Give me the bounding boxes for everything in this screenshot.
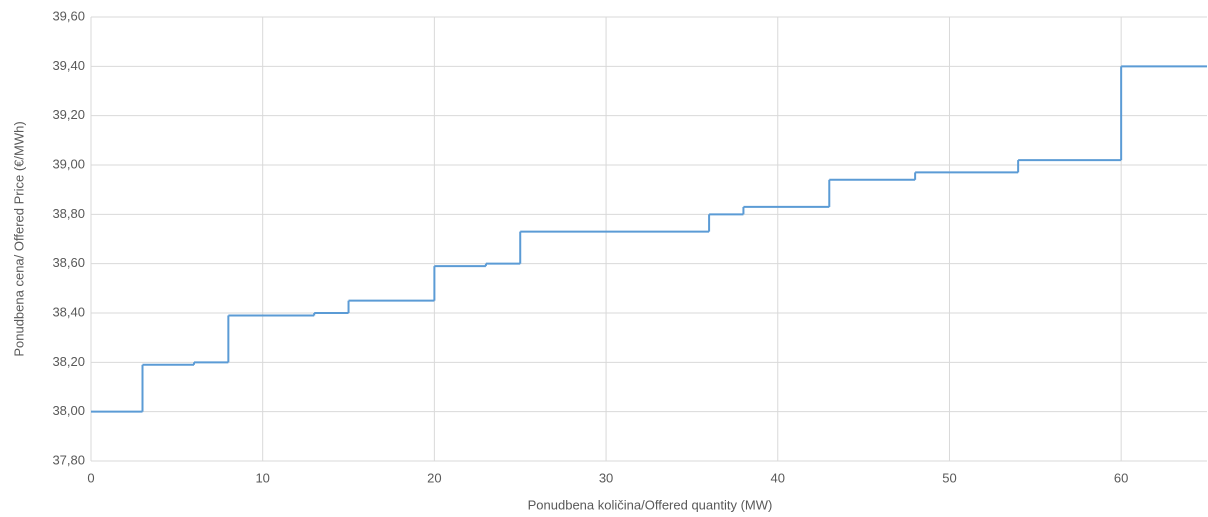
x-tick-label: 10	[255, 470, 269, 485]
x-tick-label: 20	[427, 470, 441, 485]
y-tick-label: 38,80	[52, 206, 85, 221]
x-tick-label: 50	[942, 470, 956, 485]
y-tick-label: 37,80	[52, 452, 85, 467]
x-tick-label: 30	[599, 470, 613, 485]
y-tick-label: 39,00	[52, 156, 85, 171]
x-tick-label: 0	[87, 470, 94, 485]
y-tick-label: 39,60	[52, 8, 85, 23]
x-axis-label: Ponudbena količina/Offered quantity (MW)	[528, 497, 773, 512]
y-tick-label: 39,20	[52, 107, 85, 122]
x-tick-label: 40	[771, 470, 785, 485]
y-axis-label: Ponudbena cena/ Offered Price (€/MWh)	[11, 121, 26, 356]
x-tick-label: 60	[1114, 470, 1128, 485]
y-tick-label: 38,60	[52, 255, 85, 270]
y-tick-label: 38,00	[52, 403, 85, 418]
y-tick-label: 39,40	[52, 58, 85, 73]
y-tick-label: 38,40	[52, 304, 85, 319]
y-tick-label: 38,20	[52, 354, 85, 369]
